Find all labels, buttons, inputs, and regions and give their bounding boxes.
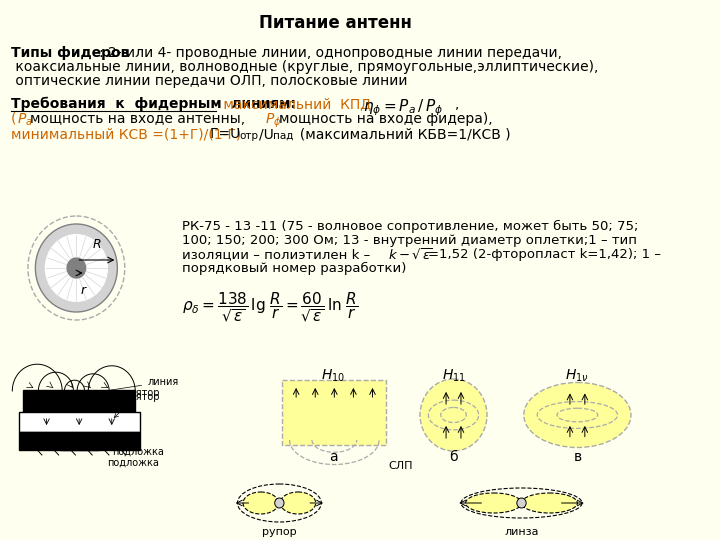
Text: $H_{10}$: $H_{10}$ bbox=[321, 368, 346, 384]
Circle shape bbox=[275, 498, 284, 508]
Text: подложка: подложка bbox=[112, 441, 163, 457]
Bar bbox=[19, 412, 140, 432]
Text: $P_a$: $P_a$ bbox=[17, 112, 32, 129]
Ellipse shape bbox=[466, 493, 521, 513]
Ellipse shape bbox=[280, 492, 315, 514]
Text: мощность на входе антенны,: мощность на входе антенны, bbox=[30, 112, 245, 126]
Text: Г=U: Г=U bbox=[197, 127, 240, 141]
Text: =1,52 (2-фторопласт k=1,42); 1 –: =1,52 (2-фторопласт k=1,42); 1 – bbox=[428, 248, 662, 261]
Circle shape bbox=[35, 224, 117, 312]
Text: ,: , bbox=[454, 97, 459, 111]
Circle shape bbox=[517, 498, 526, 508]
Text: изолятор: изолятор bbox=[112, 392, 159, 417]
Text: подложка: подложка bbox=[107, 458, 159, 468]
Text: /U: /U bbox=[259, 127, 274, 141]
Text: (максимальний КБВ=1/КСВ ): (максимальний КБВ=1/КСВ ) bbox=[291, 127, 510, 141]
Text: пад: пад bbox=[273, 131, 293, 141]
Text: $k - \sqrt{\varepsilon}$: $k - \sqrt{\varepsilon}$ bbox=[388, 248, 433, 263]
Ellipse shape bbox=[243, 492, 279, 514]
Text: линия: линия bbox=[83, 377, 179, 396]
Text: : 2- или 4- проводные линии, однопроводные линии передачи,: : 2- или 4- проводные линии, однопроводн… bbox=[99, 46, 562, 60]
Circle shape bbox=[45, 234, 108, 302]
Text: R: R bbox=[93, 238, 102, 251]
Ellipse shape bbox=[521, 493, 577, 513]
Text: $H_{11}$: $H_{11}$ bbox=[441, 368, 465, 384]
Text: $P_{\phi}$: $P_{\phi}$ bbox=[266, 112, 282, 130]
Text: линза: линза bbox=[504, 527, 539, 537]
Text: изолятор: изолятор bbox=[112, 388, 159, 398]
Text: рупор: рупор bbox=[262, 527, 297, 537]
Text: порядковый номер разработки): порядковый номер разработки) bbox=[181, 262, 406, 275]
Text: б: б bbox=[449, 450, 458, 464]
Text: минимальный КСВ =(1+Г)/(1-Г): минимальный КСВ =(1+Г)/(1-Г) bbox=[12, 127, 241, 141]
Text: Питание антенн: Питание антенн bbox=[258, 14, 412, 32]
Text: r: r bbox=[81, 284, 86, 297]
Text: Требования  к  фидерным  линиям:: Требования к фидерным линиям: bbox=[12, 97, 296, 111]
Text: РК-75 - 13 -11 (75 - волновое сопротивление, может быть 50; 75;: РК-75 - 13 -11 (75 - волновое сопротивле… bbox=[181, 220, 638, 233]
Text: $\rho_{\delta} = \dfrac{138}{\sqrt{\varepsilon}}\,\lg\,\dfrac{R}{r}= \dfrac{60}{: $\rho_{\delta} = \dfrac{138}{\sqrt{\vare… bbox=[181, 290, 358, 324]
Text: (: ( bbox=[12, 112, 17, 126]
Circle shape bbox=[67, 258, 86, 278]
Text: оптические линии передачи ОЛП, полосковые линии: оптические линии передачи ОЛП, полосковы… bbox=[12, 74, 408, 88]
Bar bbox=[23, 390, 135, 412]
Text: $H_{1\nu}$: $H_{1\nu}$ bbox=[565, 368, 589, 384]
Bar bbox=[19, 432, 140, 450]
Text: изоляции – полиэтилен k –: изоляции – полиэтилен k – bbox=[181, 248, 374, 261]
Circle shape bbox=[420, 379, 487, 451]
Text: $\eta_{\phi} = P_a\,/\,P_{\phi}$: $\eta_{\phi} = P_a\,/\,P_{\phi}$ bbox=[363, 97, 444, 118]
Text: а: а bbox=[329, 450, 338, 464]
Text: в: в bbox=[573, 450, 582, 464]
Text: максимальний  КПД: максимальний КПД bbox=[219, 97, 371, 111]
Bar bbox=[282, 380, 387, 445]
Text: отр: отр bbox=[239, 131, 258, 141]
Text: СЛП: СЛП bbox=[388, 461, 413, 471]
Text: мощность на входе фидера),: мощность на входе фидера), bbox=[279, 112, 493, 126]
Text: коаксиальные линии, волноводные (круглые, прямоугольные,эллиптические),: коаксиальные линии, волноводные (круглые… bbox=[12, 60, 598, 74]
Text: Типы фидеров: Типы фидеров bbox=[12, 46, 130, 60]
Text: 100; 150; 200; 300 Ом; 13 - внутренний диаметр оплетки;1 – тип: 100; 150; 200; 300 Ом; 13 - внутренний д… bbox=[181, 234, 636, 247]
Ellipse shape bbox=[524, 382, 631, 448]
